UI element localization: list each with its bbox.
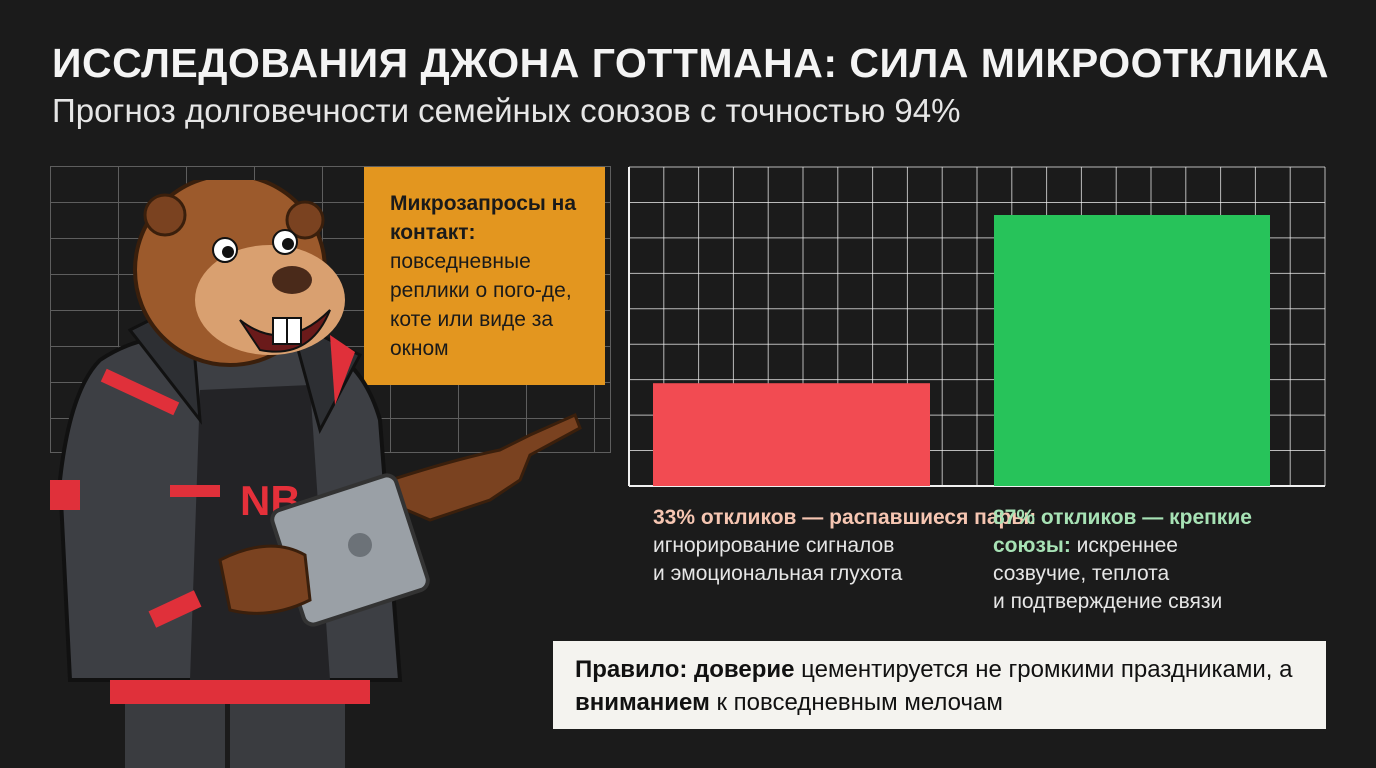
callout-heading: Микрозапросы на контакт: [390,192,577,244]
rule-word1: доверие [694,656,795,683]
callout-body: повседневные реплики о пого-де, коте или… [390,250,572,360]
rule-box: Правило: доверие цементируется не громки… [553,641,1326,729]
caption-left-line1: игнорирование сигналов [653,534,895,557]
beaver-mascot-icon: NB [50,180,582,768]
caption-right-highlight1: 87% откликов — крепкие [993,506,1252,529]
chart-bars [653,215,1270,486]
bar-broken-couples [653,383,930,486]
rule-word2: вниманием [575,689,710,716]
caption-right-tail: искреннее [1070,534,1178,557]
page-subtitle: Прогноз долговечности семейных союзов с … [52,92,961,129]
caption-right-line2: созвучие, теплота [993,562,1170,585]
caption-left: 33% откликов — распавшиеся пары: игнорир… [653,504,1036,588]
caption-left-line2: и эмоциональная глухота [653,562,903,585]
caption-left-highlight: 33% откликов — распавшиеся пары: [653,506,1037,529]
caption-right: 87% откликов — крепкие союзы: искреннее … [993,504,1252,616]
rule-tail: к повседневным мелочам [709,689,1003,716]
caption-right-line3: и подтверждение связи [993,590,1223,613]
caption-right-highlight2: союзы: [993,534,1071,557]
page-title: ИССЛЕДОВАНИЯ ДЖОНА ГОТТМАНА: СИЛА МИКРОО… [52,40,1329,86]
bar-strong-unions [994,215,1270,486]
callout-box: Микрозапросы на контакт: повседневные ре… [364,167,605,385]
rule-mid: цементируется не громкими праздниками, а [794,656,1293,683]
rule-lead: Правило: [575,656,688,683]
